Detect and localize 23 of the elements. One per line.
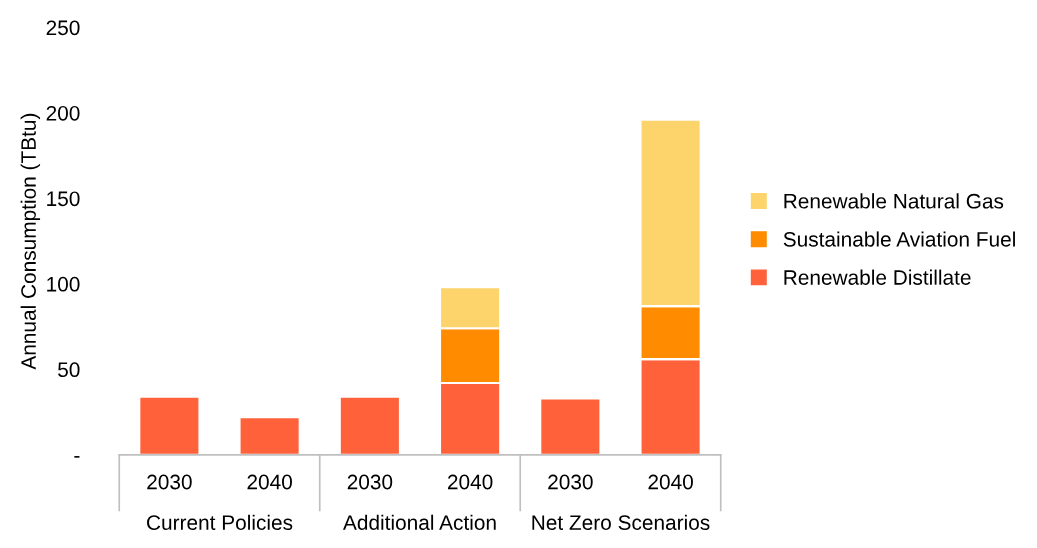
text: Additional Action: [343, 514, 496, 530]
y-tick-label: 200: [46, 105, 80, 121]
y-tick-label: 50: [58, 362, 80, 378]
x-tick-label: 2030: [147, 474, 192, 490]
x-tick-label: 2030: [548, 474, 593, 490]
bar: [539, 397, 602, 455]
bar: [238, 416, 301, 455]
x-tick-label: 2040: [447, 474, 493, 490]
y-tick-label: -: [74, 456, 80, 458]
bar: [338, 395, 401, 455]
y-axis-title: Annual Consumption (TBtu): [20, 113, 41, 370]
y-tick-label: 100: [47, 276, 80, 292]
bar: [138, 395, 201, 455]
legend-label: Sustainable Aviation Fuel: [783, 231, 1015, 247]
y-tick-label: 250: [46, 20, 80, 36]
x-tick-label: 2040: [648, 474, 693, 490]
text: Net Zero Scenarios: [532, 514, 710, 530]
text: Current Policies: [147, 514, 293, 530]
legend-label: Renewable Natural Gas: [784, 193, 1004, 209]
y-tick-label: 150: [47, 191, 80, 207]
x-tick-label: 2030: [347, 474, 393, 490]
x-tick-label: 2040: [247, 474, 292, 490]
legend-label: Renewable Distillate: [784, 269, 971, 285]
